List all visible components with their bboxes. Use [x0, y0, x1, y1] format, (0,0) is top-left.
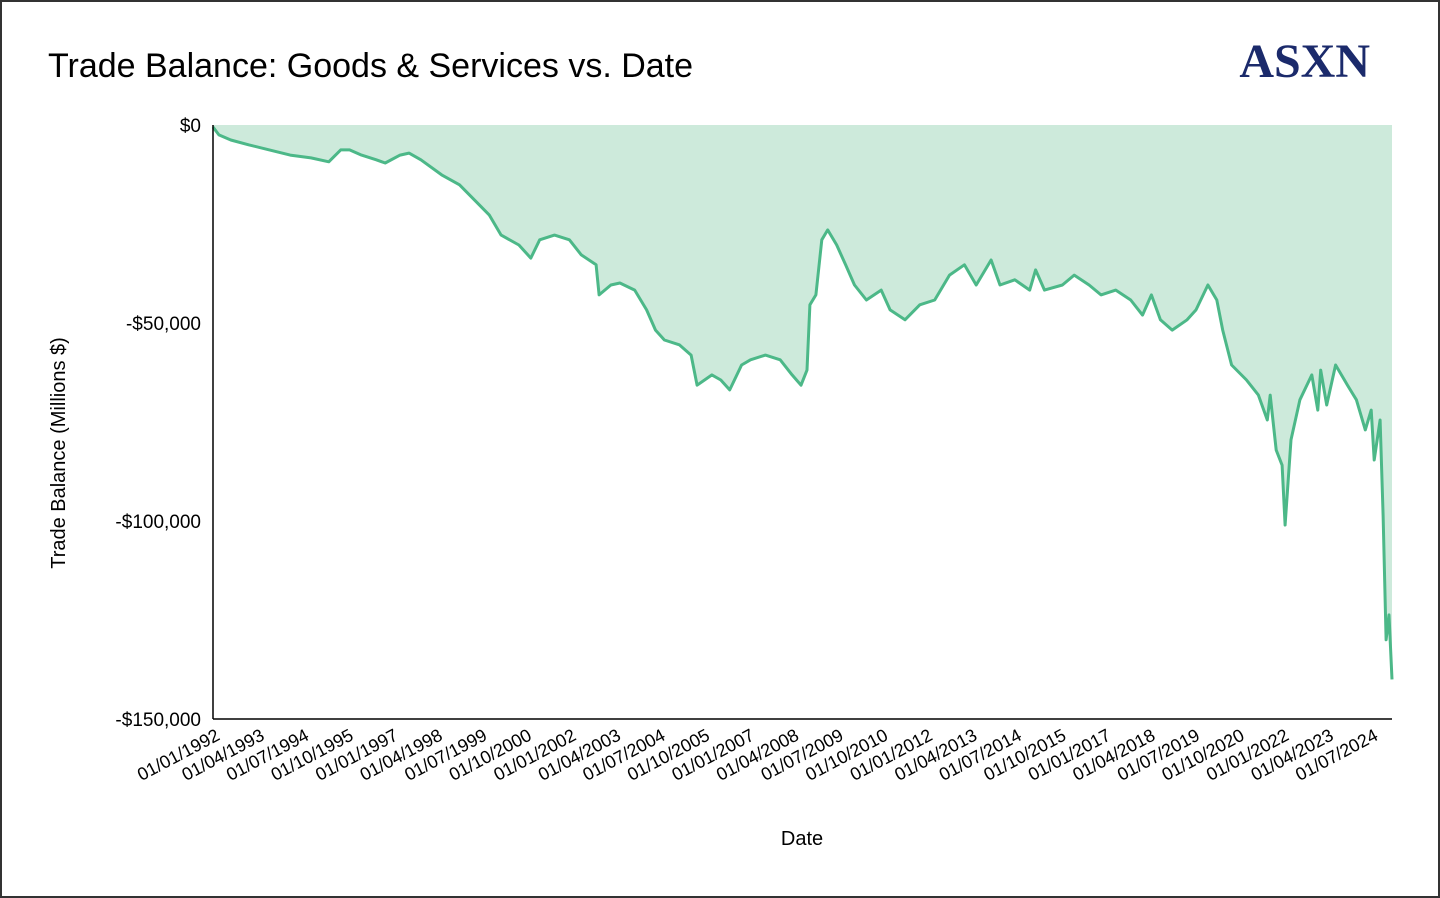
chart-title: Trade Balance: Goods & Services vs. Date	[48, 47, 693, 85]
area-fill	[213, 125, 1392, 680]
asxn-logo: ASXN	[1239, 35, 1370, 88]
series-line	[211, 126, 1394, 680]
y-tick-label: -$50,000	[126, 314, 201, 335]
x-axis-label: Date	[781, 828, 823, 850]
y-tick-label: -$100,000	[115, 512, 201, 533]
plot-area: $0-$50,000-$100,000-$150,00001/01/199201…	[115, 116, 1394, 785]
y-tick-label: -$150,000	[115, 710, 201, 731]
y-axis-label: Trade Balance (Millions $)	[48, 337, 70, 569]
y-tick-label: $0	[180, 116, 201, 137]
